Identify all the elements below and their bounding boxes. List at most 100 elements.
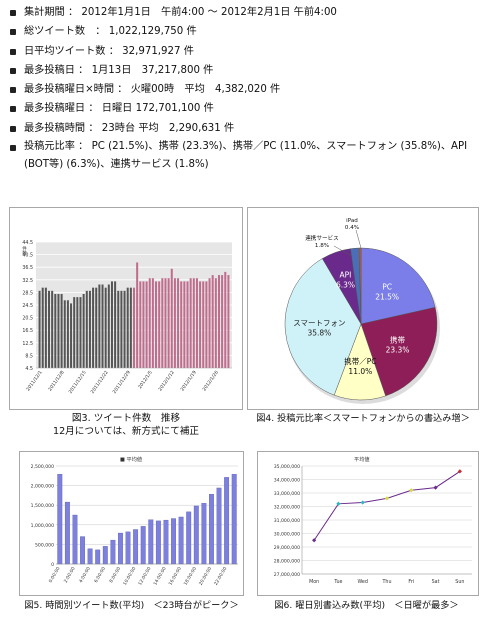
y-tick-label: 4.5 — [25, 366, 33, 372]
bar — [114, 281, 117, 368]
data-point — [360, 500, 365, 505]
bar — [54, 293, 57, 368]
slice-label: PC — [382, 282, 392, 291]
bar — [104, 287, 107, 368]
x-tick-label: 2011/12/8 — [47, 370, 65, 393]
fig4-caption-text: 図4. 投稿元比率＜スマートフォンからの書込み増＞ — [256, 413, 470, 424]
bar — [76, 297, 79, 368]
bar — [41, 287, 44, 368]
stats-list: 集計期間 ： 2012年1月1日 午前4:00 ～ 2012年2月1日 午前4:… — [6, 3, 482, 174]
x-tick-label: 10:00:00 — [122, 566, 137, 587]
bar — [199, 281, 202, 368]
y-tick-label: 36.5 — [22, 265, 33, 271]
x-tick-label: 2012/1/12 — [157, 370, 175, 393]
slice-label: iPad — [346, 218, 358, 224]
slice-value-label: 0.4% — [345, 225, 359, 231]
bar — [189, 278, 192, 368]
bar — [139, 281, 142, 368]
bullet-icon — [10, 48, 16, 55]
bar — [155, 520, 161, 565]
y-tick-label: 12.5 — [22, 341, 33, 347]
bar — [64, 501, 70, 565]
bar — [214, 278, 217, 368]
fig3-caption: 図3. ツイート件数 推移 12月については、新方式にて補正 — [9, 412, 243, 438]
slice-value-label: 23.3% — [386, 345, 410, 354]
fig6-caption-text: 図6. 曜日別書込み数(平均) ＜日曜が最多＞ — [274, 600, 459, 611]
bar — [142, 281, 145, 368]
y-tick-label: 35,000,000 — [274, 464, 300, 470]
data-point — [384, 496, 390, 501]
bar — [208, 278, 211, 368]
x-tick-label: 2012/1/26 — [201, 370, 219, 393]
stat-source-ratio: 投稿元比率 ： PC (21.5%)、携帯 (23.3%)、携帯／PC (11.… — [6, 138, 482, 174]
slice-label: 携帯／PC — [344, 356, 376, 366]
bar — [155, 281, 158, 368]
y-tick-label: 33,000,000 — [274, 491, 300, 497]
bar — [167, 278, 170, 368]
y-axis-label: 件数 — [22, 245, 27, 257]
bar — [202, 281, 205, 368]
y-tick-label: 1,500,000 — [31, 503, 54, 509]
y-tick-label: 8.5 — [25, 353, 33, 359]
bar — [133, 529, 139, 565]
stat-text: 集計期間 ： 2012年1月1日 午前4:00 ～ 2012年2月1日 午前4:… — [24, 7, 337, 18]
bar — [170, 268, 173, 368]
bar — [110, 281, 113, 368]
bar — [82, 293, 85, 368]
bar — [171, 518, 176, 565]
bar — [145, 281, 148, 368]
bar — [158, 281, 161, 368]
y-tick-label: 16.5 — [22, 328, 33, 334]
stat-peak-hour: 最多投稿時間 ： 23時台 平均 2,290,631 件 — [6, 119, 482, 138]
stat-text: 投稿元比率 ： PC (21.5%)、携帯 (23.3%)、携帯／PC (11.… — [24, 141, 468, 171]
slice-value-label: 35.8% — [307, 329, 331, 338]
x-tick-label: Sun — [455, 579, 464, 585]
y-tick-label: 44.5 — [22, 240, 33, 246]
bar — [178, 516, 184, 565]
bullet-icon — [10, 10, 16, 16]
stat-text: 総ツイート数 ： 1,022,129,750 件 — [24, 26, 197, 38]
y-tick-label: 500,000 — [35, 542, 54, 548]
data-point — [433, 485, 438, 490]
bar — [125, 531, 131, 565]
x-tick-label: Thu — [381, 579, 391, 585]
bar — [101, 284, 104, 368]
x-tick-label: Mon — [309, 579, 319, 585]
x-tick-label: 2011/12/29 — [112, 370, 132, 395]
y-tick-label: 2,500,000 — [31, 464, 54, 470]
leader-line — [333, 245, 353, 257]
bar — [205, 281, 208, 368]
bar — [221, 275, 224, 368]
x-tick-label: 2:00:00 — [63, 566, 77, 584]
stat-period: 集計期間 ： 2012年1月1日 午前4:00 ～ 2012年2月1日 午前4:… — [6, 3, 482, 22]
x-tick-label: 0:00:00 — [48, 566, 62, 584]
bar — [107, 284, 110, 368]
bar — [92, 287, 95, 368]
bar — [85, 290, 88, 368]
x-tick-label: 14:00:00 — [152, 566, 167, 587]
slice-pc — [360, 247, 436, 325]
bullet-icon — [10, 29, 16, 36]
x-tick-label: 2012/1/5 — [137, 370, 154, 390]
stat-peak-day: 最多投稿日 ： 1月13日 37,217,800 件 — [6, 61, 482, 80]
y-tick-label: 20.5 — [22, 316, 33, 322]
x-tick-label: 4:00:00 — [78, 566, 92, 584]
bar — [216, 487, 222, 565]
bar — [132, 287, 136, 368]
weekday-tweets-chart: 平均値 35,000,000 34,000,000 33,000,000 32,000,… — [274, 455, 472, 585]
fig4-panel: PC 21.5% 携帯 23.3% 携帯／PC 11.0% スマートフォン 35.8% API 6… — [247, 207, 479, 410]
bar — [186, 281, 189, 368]
stat-text: 最多投稿日 ： 1月13日 37,217,800 件 — [24, 64, 214, 76]
bar — [148, 519, 154, 565]
bar — [161, 278, 164, 368]
fig3-caption-line2: 12月については、新方式にて補正 — [52, 426, 200, 437]
tweet-count-chart: 44.5 40.5 36.5 32.5 28.5 24.5 20.5 16.5 12.5 8.5 4… — [22, 240, 232, 395]
bar — [48, 290, 51, 368]
bar — [183, 281, 186, 368]
bar — [118, 532, 123, 565]
bar — [51, 290, 54, 368]
x-tick-label: 2011/12/15 — [68, 370, 88, 395]
hourly-tweets-chart: ■ 平均値 2,500,000 2,000,000 1,500,000 1,000,00… — [31, 455, 238, 587]
y-tick-label: 30,000,000 — [274, 532, 300, 538]
bar — [88, 290, 91, 368]
